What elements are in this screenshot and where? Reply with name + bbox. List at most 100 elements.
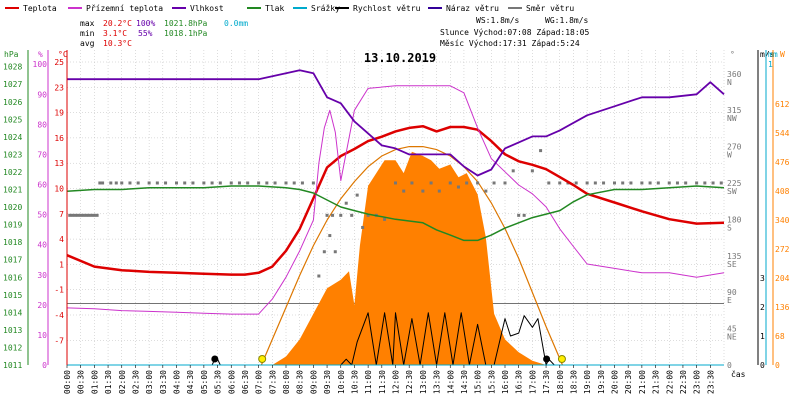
tick-label-x: 11:30 [378,370,387,394]
tick-degc: -4 [54,311,64,320]
tick-pct: 0 [42,361,47,370]
tick-pct: 60 [37,181,47,190]
tick-label-x: 14:00 [446,370,455,394]
tick-label-x: 10:30 [350,370,359,394]
tick-deg-dir: SE [727,260,737,269]
wind-direction-point [355,193,359,197]
tick-label-x: 07:00 [255,370,264,394]
wind-direction-point [87,213,91,217]
wind-direction-point [593,181,597,185]
wind-direction-point [73,213,77,217]
wind-direction-point [210,181,214,185]
tick-ms: 2 [760,303,765,312]
tick-hpa: 1026 [3,98,22,107]
wind-direction-point [164,181,168,185]
tick-label-x: 15:30 [487,370,496,394]
wind-direction-point [602,181,606,185]
tick-hpa: 1024 [3,133,22,142]
legend-label: Náraz větru [446,4,499,13]
axes-layer: hPa% °C1028102710261025102410231022102110… [3,50,790,394]
wind-direction-point [629,181,633,185]
axis-label-x: čas [731,369,746,379]
wind-direction-point [695,181,699,185]
wind-direction-point [640,181,644,185]
tick-label-x: 02:00 [118,370,127,394]
wind-direction-point [68,213,72,217]
wind-direction-point [218,181,222,185]
tick-label-x: 01:00 [90,370,99,394]
tick-pct: 100 [33,60,48,69]
tick-degc: -1 [54,286,64,295]
wind-direction-point [344,201,348,205]
stat-min-temp: 3.1°C [103,29,127,38]
tick-pct: 50 [37,211,47,220]
wind-direction-point [273,181,277,185]
wind-direction-point [503,181,507,185]
tick-hpa: 1020 [3,203,22,212]
wind-direction-point [410,181,414,185]
wind-direction-point [492,181,496,185]
wind-direction-point [120,181,124,185]
wind-direction-point [350,213,354,217]
tick-deg-dir: N [727,78,732,87]
wind-direction-point [300,181,304,185]
wind-direction-point [79,213,83,217]
series-line-teplota [66,124,725,276]
wind-direction-point [517,213,521,217]
tick-label-x: 14:30 [460,370,469,394]
stat-max-label: max [80,19,95,28]
wind-direction-point [147,181,151,185]
moon-times: Měsíc Východ:17:31 Západ:5:24 [440,39,580,48]
chart-title: 13.10.2019 [364,51,436,65]
sun-marker [258,355,267,363]
tick-ms: 0 [760,361,765,370]
wind-direction-point [558,181,562,185]
tick-hpa: 1013 [3,326,22,335]
tick-label-x: 05:30 [214,370,223,394]
wind-direction-point [183,181,187,185]
wind-direction-point [333,250,337,254]
tick-deg-dir: E [727,296,732,305]
tick-wm2: 408 [775,187,790,196]
wind-direction-point [429,181,433,185]
tick-hpa: 1028 [3,63,22,72]
wind-direction-point [522,213,526,217]
tick-label-x: 12:00 [392,370,401,394]
moonrise-marker [543,355,551,363]
wind-direction-point [719,181,723,185]
tick-label-x: 00:30 [77,370,86,394]
series-line-přízemní-teplota [66,85,725,315]
wind-direction-point [95,213,99,217]
tick-label-x: 06:00 [227,370,236,394]
tick-wm2: 544 [775,129,790,138]
tick-hpa: 1021 [3,186,22,195]
tick-label-x: 11:00 [364,370,373,394]
tick-hpa: 1015 [3,291,22,300]
tick-wm2: 204 [775,274,790,283]
tick-deg: 135 [727,252,742,261]
tick-label-x: 13:00 [419,370,428,394]
theoretical-radiation-line [260,146,564,366]
tick-mm: 1 [768,60,773,69]
tick-hpa: 1017 [3,256,22,265]
wind-direction-point [109,181,113,185]
tick-label-x: 16:30 [515,370,524,394]
series-layer [66,69,725,366]
wind-direction-point [70,213,74,217]
wind-direction-point [76,213,80,217]
tick-label-x: 06:30 [241,370,250,394]
tick-label-x: 12:30 [405,370,414,394]
wind-direction-point [675,181,679,185]
tick-hpa: 1012 [3,343,22,352]
wind-direction-point [539,149,543,153]
tick-deg-dir: W [727,151,732,160]
wind-direction-point [465,181,469,185]
tick-deg: 180 [727,215,742,224]
axis-title-ms: m/s [760,50,775,59]
tick-wm2: 0 [775,361,780,370]
wind-direction-point [284,181,288,185]
tick-hpa: 1014 [3,308,22,317]
tick-deg: 225 [727,179,742,188]
legend-label: Teplota [23,4,57,13]
wind-direction-point [711,181,715,185]
